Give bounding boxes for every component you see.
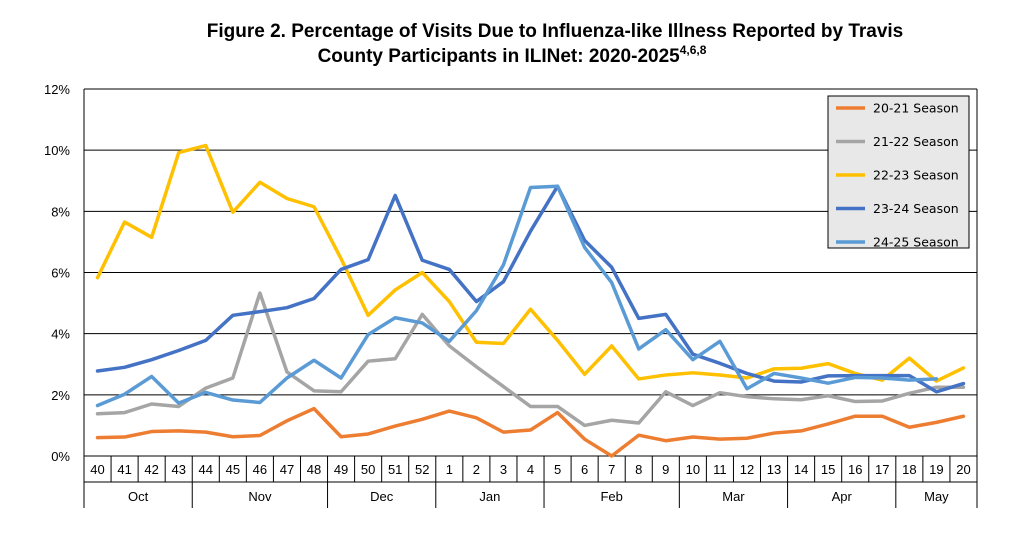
- series-line-22-23-season: [95, 143, 966, 383]
- plot-area: 0%2%4%6%8%10%12%40 41 42 43 44 45 46 47 48 49 50 51…: [44, 82, 978, 508]
- chart-title-superscript: 4,6,8: [680, 43, 707, 57]
- series-line-20-21-season: [95, 406, 966, 458]
- y-tick-label-4: 8%: [51, 204, 70, 219]
- x-tick-label-15: 15: [821, 462, 835, 477]
- month-label-oct: Oct: [128, 489, 149, 504]
- x-tick-label-40: 40: [90, 462, 104, 477]
- legend-label-21-22-season: 21-22 Season: [873, 134, 959, 149]
- x-tick-label-6: 6: [581, 462, 588, 477]
- month-label-may: May: [924, 489, 949, 504]
- x-tick-label-1: 1: [446, 462, 453, 477]
- x-tick-label-47: 47: [280, 462, 294, 477]
- x-tick-label-2: 2: [473, 462, 480, 477]
- x-tick-label-50: 50: [361, 462, 375, 477]
- legend-label-20-21-season: 20-21 Season: [873, 101, 959, 116]
- x-tick-label-13: 13: [767, 462, 781, 477]
- x-tick-label-19: 19: [929, 462, 943, 477]
- legend-label-23-24-season: 23-24 Season: [873, 201, 959, 216]
- x-tick-label-46: 46: [253, 462, 267, 477]
- x-tick-label-43: 43: [171, 462, 185, 477]
- x-tick-label-41: 41: [117, 462, 131, 477]
- legend-label-22-23-season: 22-23 Season: [873, 168, 959, 183]
- y-tick-label-5: 10%: [44, 143, 70, 158]
- month-label-jan: Jan: [479, 489, 500, 504]
- month-label-nov: Nov: [248, 489, 272, 504]
- series-line-21-22-season: [95, 291, 966, 428]
- x-tick-label-16: 16: [848, 462, 862, 477]
- chart-title-line2-text: County Participants in ILINet: 2020-2025: [318, 46, 681, 67]
- x-tick-label-51: 51: [388, 462, 402, 477]
- month-label-feb: Feb: [600, 489, 622, 504]
- chart-title-line2: County Participants in ILINet: 2020-2025…: [318, 43, 707, 67]
- chart-title-line1: Figure 2. Percentage of Visits Due to In…: [207, 21, 904, 42]
- y-tick-label-0: 0%: [51, 449, 70, 464]
- y-tick-label-3: 6%: [51, 266, 70, 281]
- x-tick-label-12: 12: [740, 462, 754, 477]
- x-tick-label-45: 45: [226, 462, 240, 477]
- x-tick-label-48: 48: [307, 462, 321, 477]
- x-tick-label-18: 18: [902, 462, 916, 477]
- x-tick-label-52: 52: [415, 462, 429, 477]
- x-tick-label-5: 5: [554, 462, 561, 477]
- x-tick-label-10: 10: [686, 462, 700, 477]
- x-tick-label-4: 4: [527, 462, 534, 477]
- series-line-23-24-season: [95, 184, 966, 394]
- x-tick-label-49: 49: [334, 462, 348, 477]
- legend-label-24-25-season: 24-25 Season: [873, 235, 959, 250]
- month-label-dec: Dec: [370, 489, 394, 504]
- y-tick-label-6: 12%: [44, 82, 70, 97]
- series-line-24-25-season: [95, 184, 939, 408]
- x-tick-label-42: 42: [144, 462, 158, 477]
- x-tick-label-9: 9: [662, 462, 669, 477]
- x-tick-label-8: 8: [635, 462, 642, 477]
- x-tick-label-3: 3: [500, 462, 507, 477]
- x-tick-label-44: 44: [199, 462, 213, 477]
- x-tick-label-7: 7: [608, 462, 615, 477]
- y-tick-label-1: 2%: [51, 388, 70, 403]
- y-tick-label-2: 4%: [51, 327, 70, 342]
- legend-box: [827, 95, 970, 249]
- x-tick-label-14: 14: [794, 462, 808, 477]
- x-tick-label-17: 17: [875, 462, 889, 477]
- x-tick-label-20: 20: [956, 462, 970, 477]
- month-label-apr: Apr: [832, 489, 853, 504]
- x-tick-label-11: 11: [713, 462, 727, 477]
- month-label-mar: Mar: [722, 489, 745, 504]
